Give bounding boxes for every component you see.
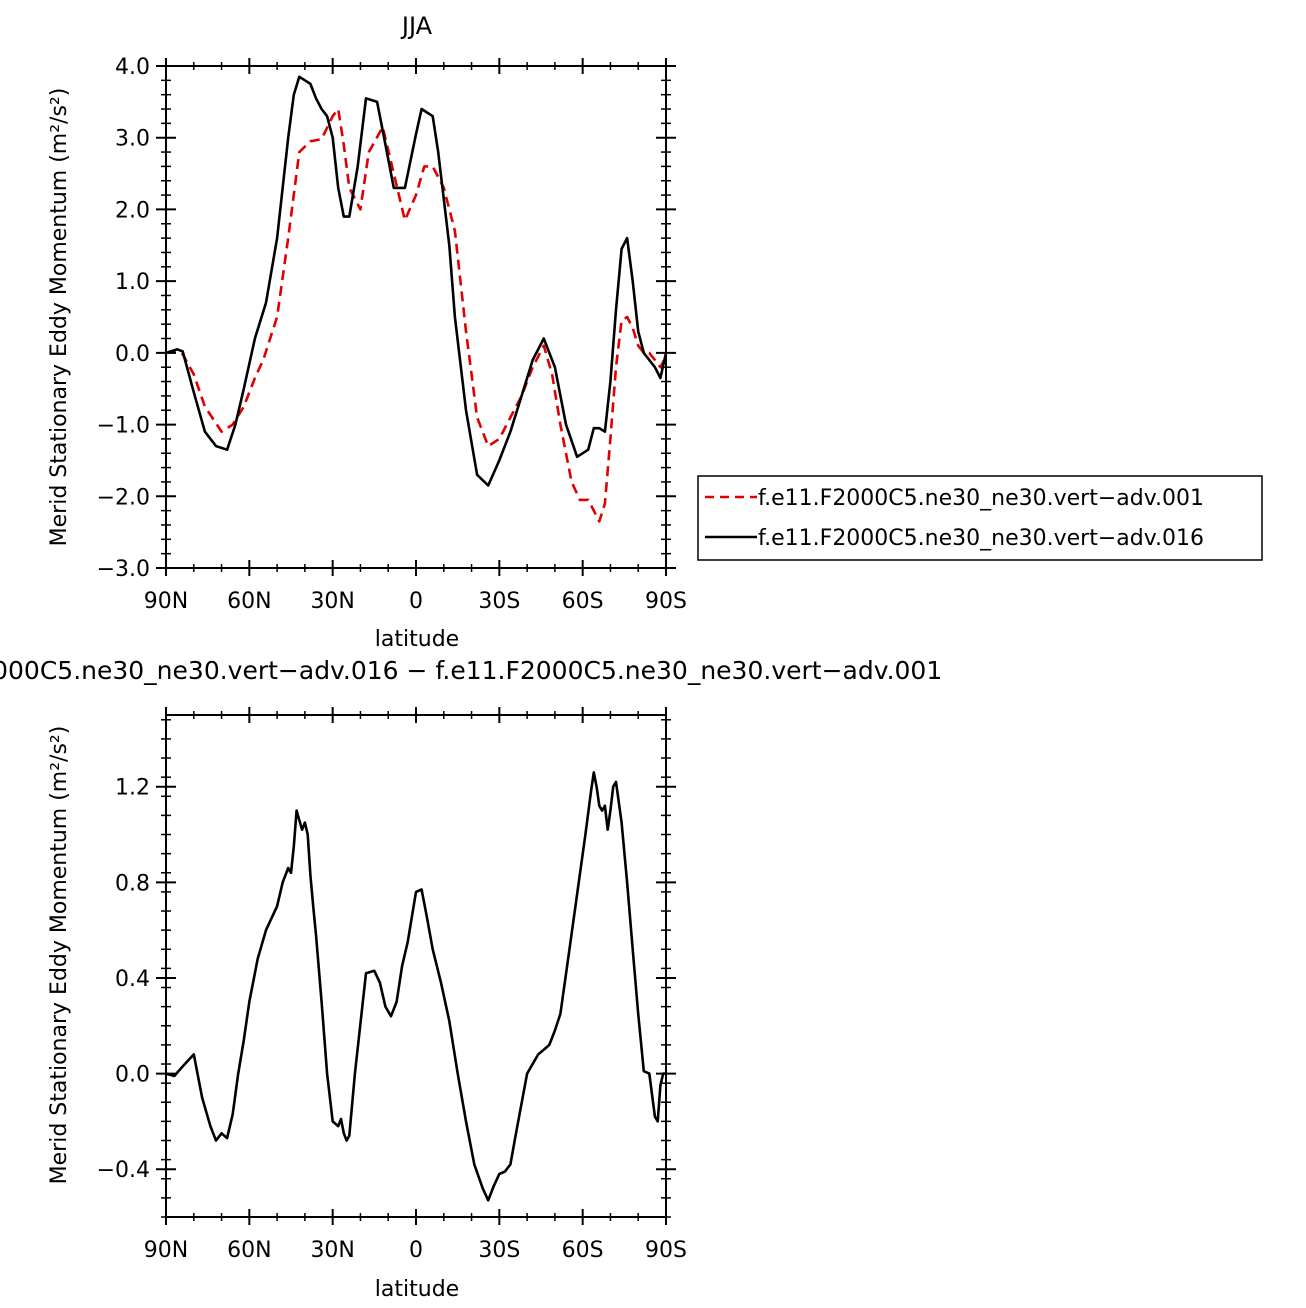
bottom-y-tick-label: −0.4 — [97, 1158, 150, 1183]
top-y-tick-label: 3.0 — [115, 127, 150, 152]
bottom-x-tick-label: 60N — [227, 1238, 271, 1263]
bottom-y-tick-label: 0.8 — [115, 871, 150, 896]
bottom-y-axis-label: Merid Stationary Eddy Momentum (m²/s²) — [47, 726, 72, 1185]
bottom-panel-title: f.e11.F2000C5.ne30_ne30.vert−adv.016 − f… — [0, 656, 942, 685]
bottom-y-tick-label: 0.0 — [115, 1063, 150, 1088]
legend-label-series-2: f.e11.F2000C5.ne30_ne30.vert−adv.016 — [758, 526, 1204, 551]
top-x-tick-label: 60N — [227, 589, 271, 614]
bottom-y-tick-label: 0.4 — [115, 967, 150, 992]
top-x-tick-label: 0 — [409, 589, 423, 614]
bottom-plot-frame — [165, 714, 667, 1218]
top-x-tick-label: 30S — [478, 589, 520, 614]
bottom-x-axis-label: latitude — [375, 1277, 459, 1302]
top-x-axis-label: latitude — [375, 627, 459, 652]
top-panel: JJA 90N 60N 30N 0 30S 60S 90S −3.0 −2.0 −1.0 0.0 1.… — [47, 12, 1263, 652]
top-y-tick-label: 1.0 — [115, 270, 150, 295]
bottom-x-tick-label: 0 — [409, 1238, 423, 1263]
top-x-tick-label: 90S — [645, 589, 687, 614]
top-series-line-2 — [164, 75, 668, 487]
top-plot-frame — [165, 65, 667, 569]
top-y-tick-label: −3.0 — [97, 557, 150, 582]
top-x-tick-label: 60S — [562, 589, 604, 614]
top-series-line-1 — [165, 107, 668, 523]
top-y-axis-label: Merid Stationary Eddy Momentum (m²/s²) — [47, 88, 72, 547]
top-y-tick-label: 4.0 — [115, 55, 150, 80]
legend-label-series-1: f.e11.F2000C5.ne30_ne30.vert−adv.001 — [758, 486, 1204, 511]
top-y-tick-label: −2.0 — [97, 485, 150, 510]
bottom-x-tick-label: 30S — [478, 1238, 520, 1263]
bottom-x-tick-label: 90N — [144, 1238, 188, 1263]
bottom-x-tick-label: 30N — [310, 1238, 354, 1263]
top-y-tick-label: 0.0 — [115, 342, 150, 367]
top-panel-title: JJA — [400, 12, 433, 40]
legend-box — [697, 475, 1263, 561]
bottom-y-tick-label: 1.2 — [115, 776, 150, 801]
bottom-series-line-1 — [164, 771, 668, 1202]
legend: f.e11.F2000C5.ne30_ne30.vert−adv.001 f.e… — [697, 475, 1263, 561]
bottom-x-tick-label: 90S — [645, 1238, 687, 1263]
top-x-tick-label: 30N — [310, 589, 354, 614]
top-y-tick-label: 2.0 — [115, 198, 150, 223]
bottom-panel: f.e11.F2000C5.ne30_ne30.vert−adv.016 − f… — [0, 656, 942, 1302]
top-x-tick-label: 90N — [144, 589, 188, 614]
top-y-tick-label: −1.0 — [97, 414, 150, 439]
bottom-x-tick-label: 60S — [562, 1238, 604, 1263]
